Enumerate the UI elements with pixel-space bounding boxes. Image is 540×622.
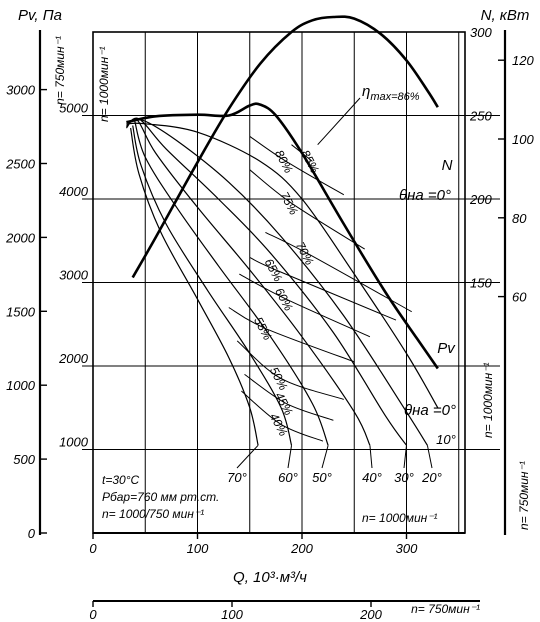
pv750-rpm-label: n= 750мин⁻¹ — [53, 36, 67, 105]
axes-layer — [38, 30, 507, 607]
pv750-tick-label: 500 — [13, 452, 35, 467]
efficiency-contour-80pct — [249, 135, 345, 196]
pv1000-rpm-label: n= 1000мин⁻¹ — [97, 46, 111, 122]
angle-label-50deg: 50° — [312, 470, 332, 485]
eta-max-label: ηmax=86% — [362, 83, 420, 103]
note-line-2: Pбар=760 мм рт.ст. — [102, 490, 219, 504]
pv750-tick-label: 2500 — [5, 157, 36, 172]
efficiency-label: 70% — [293, 240, 317, 268]
n750-tick-label: 80 — [512, 211, 527, 226]
x750-tick-label: 200 — [359, 607, 382, 622]
pv-axis-title: Pv, Па — [18, 7, 62, 24]
angle-leader — [403, 445, 407, 469]
note-line-3: n= 1000/750 мин⁻¹ — [102, 507, 204, 521]
pv-curve-70deg — [130, 127, 259, 446]
n-curve — [131, 15, 439, 279]
x750-rpm-label: n= 750мин⁻¹ — [411, 602, 480, 616]
pv750-tick-label: 1000 — [6, 378, 36, 393]
n1000-tick-label: 300 — [470, 25, 492, 40]
x-tick-label: 300 — [396, 541, 418, 556]
pv-curve-50deg — [134, 121, 329, 446]
efficiency-contour-75pct — [249, 169, 365, 250]
efficiency-contour-85pct — [291, 144, 313, 162]
angle-leader — [426, 445, 433, 469]
n1000-tick-label: 250 — [469, 109, 492, 124]
efficiency-contour-50pct — [236, 340, 344, 400]
angle-label-30deg: 30° — [394, 470, 414, 485]
note-line-1: t=30°C — [102, 473, 139, 487]
x750-tick-label: 0 — [89, 607, 97, 622]
x-tick-label: 0 — [89, 541, 97, 556]
pv1000-tick-label: 3000 — [59, 268, 89, 283]
efficiency-label: 60% — [272, 285, 296, 313]
pv-curve-label: Pv — [437, 340, 456, 357]
angle-leader — [287, 445, 293, 469]
angle-leader — [369, 445, 373, 469]
angle-label-10deg: 10° — [436, 432, 456, 447]
n750-tick-label: 100 — [512, 132, 534, 147]
efficiency-contour-40pct — [241, 390, 324, 442]
pv750-tick-label: 1500 — [6, 304, 36, 319]
bottom-rpm-note: n= 1000мин⁻¹ — [362, 511, 438, 525]
pv1000-tick-label: 5000 — [59, 101, 89, 116]
eta-max-leader — [317, 97, 361, 146]
n750-tick-label: 120 — [512, 53, 534, 68]
n1000-tick-label: 150 — [470, 276, 492, 291]
angle-label-40deg: 40° — [362, 470, 382, 485]
angle-label-60deg: 60° — [278, 470, 298, 485]
efficiency-contour-45pct — [244, 373, 334, 421]
efficiency-contour-55pct — [228, 307, 355, 363]
angle-leader — [321, 445, 329, 469]
n-axis-title: N, кВт — [481, 7, 530, 24]
efficiency-label: 65% — [262, 256, 286, 284]
curves-layer — [125, 15, 439, 469]
theta-bottom-label: θна =0° — [404, 402, 456, 419]
n1000-tick-label: 200 — [469, 192, 492, 207]
pv-curve-30deg — [125, 117, 407, 446]
efficiency-contour-65pct — [249, 256, 397, 321]
pv-curve-60deg — [132, 125, 293, 446]
pv750-tick-label: 2000 — [5, 230, 36, 245]
pv750-tick-label: 0 — [28, 526, 36, 541]
x-tick-label: 100 — [187, 541, 209, 556]
n750-rpm-label: n= 750мин⁻¹ — [517, 461, 531, 530]
pv-curve-40deg — [125, 118, 371, 446]
efficiency-contour-60pct — [239, 273, 371, 338]
pv-curve-0deg — [126, 102, 439, 370]
theta-top-label: θна =0° — [399, 187, 451, 204]
angle-label-20deg: 20° — [421, 470, 442, 485]
n750-tick-label: 60 — [512, 290, 527, 305]
pv-curve-20deg — [126, 118, 428, 446]
labels-layer: 40%45%50%55%60%65%70%75%80% 85%ηmax=86%70… — [5, 7, 534, 622]
efficiency-contour-70pct — [265, 231, 412, 313]
pv1000-tick-label: 4000 — [59, 184, 89, 199]
n1000-rpm-label: n= 1000мин⁻¹ — [481, 362, 495, 438]
pv1000-tick-label: 2000 — [58, 351, 89, 366]
x750-tick-label: 100 — [221, 607, 243, 622]
pv1000-tick-label: 1000 — [59, 435, 89, 450]
x-axis-title: Q, 10³·м³/ч — [233, 569, 307, 586]
pv750-tick-label: 3000 — [6, 83, 36, 98]
n-curve-label: N — [442, 157, 453, 174]
x-tick-label: 200 — [290, 541, 313, 556]
angle-label-70deg: 70° — [227, 470, 247, 485]
angle-leader — [236, 444, 259, 469]
